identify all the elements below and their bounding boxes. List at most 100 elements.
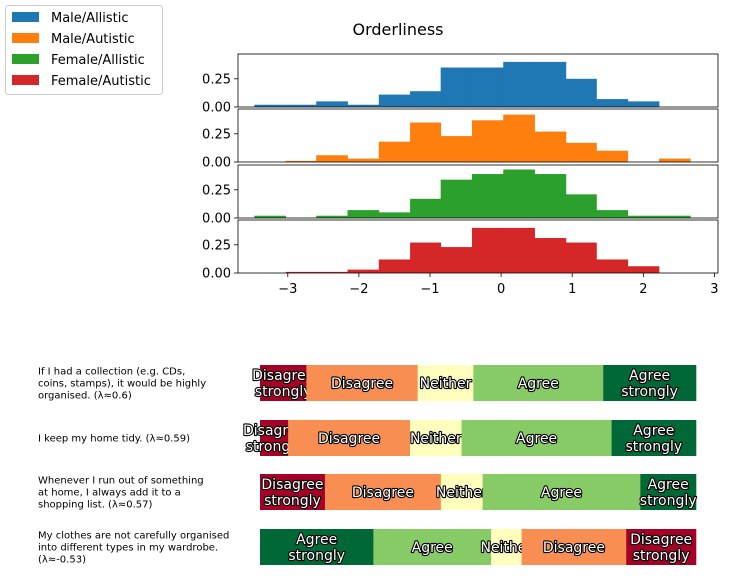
likert-segment bbox=[260, 474, 326, 510]
y-tick-label: 0.00 bbox=[202, 101, 231, 116]
legend-swatch bbox=[12, 12, 39, 22]
segment-label: Disagree bbox=[318, 431, 380, 447]
histogram-bar bbox=[378, 141, 411, 162]
histogram-bar bbox=[440, 136, 473, 162]
histogram-bar bbox=[596, 99, 629, 107]
histogram-panel-2 bbox=[234, 108, 719, 163]
histogram-bar bbox=[658, 215, 691, 218]
x-tick-label: 3 bbox=[710, 282, 718, 297]
histogram-bar bbox=[410, 122, 442, 162]
segment-label: Agree bbox=[648, 477, 689, 493]
likert-segment bbox=[491, 529, 522, 565]
histogram-bar bbox=[347, 269, 380, 273]
likert-segment bbox=[260, 529, 374, 565]
histogram-bar bbox=[627, 266, 660, 273]
question-text: at home, I always add it to a bbox=[38, 488, 181, 499]
histogram-bar bbox=[565, 242, 597, 273]
y-tick-label: 0.25 bbox=[202, 72, 231, 87]
likert-segment bbox=[417, 365, 474, 401]
segment-label: strongly bbox=[633, 548, 690, 564]
histogram-bar bbox=[440, 67, 473, 107]
histogram-bar bbox=[471, 120, 504, 162]
segment-label: Neither bbox=[420, 376, 472, 392]
likert-segment bbox=[260, 420, 289, 456]
legend-swatch bbox=[12, 33, 39, 43]
histogram-bar bbox=[316, 271, 348, 273]
histogram-bar bbox=[347, 158, 380, 162]
histogram-bar bbox=[627, 215, 660, 218]
segment-label: Disagree bbox=[261, 477, 323, 493]
histogram-bar bbox=[440, 247, 473, 273]
segment-label: Agree bbox=[629, 368, 670, 384]
x-tick-label: −3 bbox=[278, 282, 297, 297]
segment-label: Disagree bbox=[331, 376, 393, 392]
y-tick-label: 0.00 bbox=[202, 267, 231, 282]
likert-segment bbox=[521, 529, 627, 565]
legend-label: Male/Autistic bbox=[51, 32, 135, 47]
legend-swatch bbox=[12, 75, 39, 85]
histogram-bar bbox=[471, 67, 504, 107]
x-tick-label: 1 bbox=[568, 282, 576, 297]
histogram-bar bbox=[596, 210, 629, 218]
panel-frame bbox=[237, 164, 719, 219]
y-tick-label: 0.00 bbox=[202, 156, 231, 171]
segment-label: strongly bbox=[640, 493, 697, 509]
segment-label: Neither bbox=[410, 431, 462, 447]
likert-segment bbox=[306, 365, 419, 401]
segment-label: Agree bbox=[516, 431, 557, 447]
histogram-bar bbox=[254, 215, 287, 218]
histogram-panel-4 bbox=[234, 219, 719, 274]
histogram-bar bbox=[565, 78, 597, 107]
histogram-bar bbox=[503, 114, 535, 162]
histogram-bar bbox=[503, 61, 535, 107]
panel-frame bbox=[237, 108, 719, 163]
histogram-bar bbox=[534, 61, 567, 107]
histogram-bar bbox=[378, 94, 411, 107]
legend-swatch bbox=[12, 54, 39, 64]
question-text: My clothes are not carefully organised bbox=[38, 531, 229, 542]
chart-title: Orderliness bbox=[352, 20, 443, 39]
segment-label: strongly bbox=[288, 548, 345, 564]
histogram-bar bbox=[565, 194, 597, 218]
y-tick-label: 0.00 bbox=[202, 212, 231, 227]
histogram-bar bbox=[316, 155, 348, 162]
segment-label: strongly bbox=[625, 439, 682, 455]
histogram-bar bbox=[285, 271, 317, 273]
segment-label: Disagree bbox=[630, 532, 692, 548]
histogram-bar bbox=[471, 227, 504, 273]
likert-segment bbox=[288, 420, 411, 456]
segment-label: Agree bbox=[296, 532, 337, 548]
histogram-bar bbox=[596, 150, 629, 162]
segment-label: Neither bbox=[480, 540, 532, 556]
likert-segment bbox=[473, 365, 604, 401]
histogram-bar bbox=[347, 104, 380, 107]
histogram-bar bbox=[316, 101, 348, 107]
histogram-bar bbox=[285, 104, 317, 107]
y-tick-label: 0.25 bbox=[202, 127, 231, 142]
likert-segment bbox=[440, 474, 483, 510]
histogram-bar bbox=[471, 174, 504, 218]
histogram-bar bbox=[534, 238, 567, 273]
histogram-bar bbox=[410, 91, 442, 107]
y-tick-label: 0.25 bbox=[202, 183, 231, 198]
question-text: (λ≈-0.53) bbox=[38, 555, 86, 566]
histogram-bar bbox=[503, 227, 535, 273]
legend-label: Female/Allistic bbox=[51, 53, 145, 68]
likert-segment bbox=[324, 474, 442, 510]
question-text: shopping list. (λ≈0.57) bbox=[38, 500, 153, 511]
histogram-panel-1 bbox=[234, 53, 719, 108]
likert-segment bbox=[373, 529, 492, 565]
histogram-bar bbox=[627, 101, 660, 107]
segment-label: Agree bbox=[412, 540, 453, 556]
legend-box bbox=[5, 5, 163, 95]
x-tick-label: −2 bbox=[349, 282, 368, 297]
histogram-bar bbox=[347, 210, 380, 218]
histogram-panel-3 bbox=[234, 164, 719, 219]
segment-label: Disagree bbox=[252, 368, 314, 384]
legend-label: Male/Allistic bbox=[51, 11, 129, 26]
histogram-bar bbox=[596, 259, 629, 273]
histogram-bar bbox=[503, 169, 535, 218]
likert-segment bbox=[260, 365, 307, 401]
question-text: into different types in my wardrobe. bbox=[38, 543, 218, 554]
